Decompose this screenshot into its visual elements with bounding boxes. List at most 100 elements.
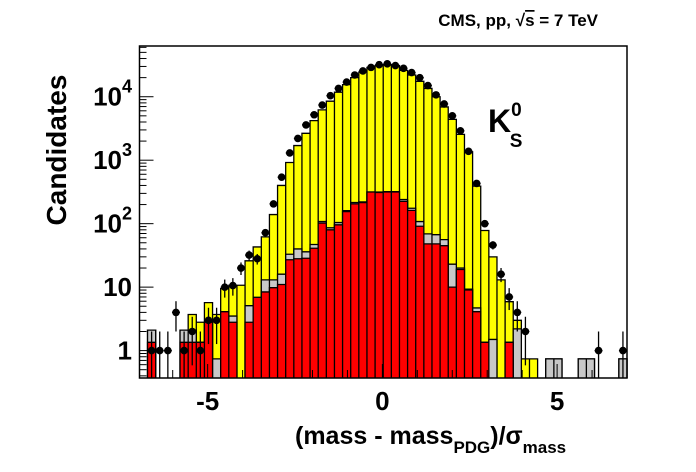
- data-point: [456, 127, 465, 135]
- data-point: [342, 78, 351, 86]
- bar-total: [521, 358, 530, 378]
- data-point: [334, 84, 343, 93]
- chart-title: CMS, pp, √s = 7 TeV: [438, 11, 598, 30]
- y-tick-label: 10: [103, 272, 132, 302]
- bar-total: [464, 151, 473, 378]
- data-point: [505, 293, 513, 301]
- data-point: [383, 60, 392, 68]
- bar-red: [253, 297, 262, 378]
- bar-red: [277, 284, 286, 378]
- data-point: [359, 67, 367, 75]
- bar-red: [415, 226, 424, 378]
- y-tick-label: 103: [93, 140, 132, 175]
- data-point: [261, 228, 270, 237]
- bar-total: [496, 279, 506, 378]
- data-point: [367, 63, 375, 72]
- particle-annotation: K0 S: [488, 100, 522, 152]
- data-point: [302, 121, 310, 129]
- bar-gray: [513, 328, 522, 378]
- bar-red: [204, 322, 213, 378]
- bar-red: [480, 342, 489, 378]
- bar-gray: [578, 358, 587, 378]
- data-point: [407, 68, 416, 77]
- bar-red: [505, 342, 514, 378]
- data-point: [220, 283, 229, 291]
- data-point: [204, 316, 213, 325]
- data-point: [513, 308, 522, 317]
- x-axis-label: (mass - massPDG)/σmass: [295, 422, 566, 457]
- data-point: [212, 316, 221, 325]
- bar-red: [269, 287, 278, 378]
- bar-total: [529, 358, 538, 378]
- data-point: [432, 91, 440, 99]
- bar-red: [358, 202, 367, 378]
- data-point: [188, 327, 197, 336]
- data-point: [391, 61, 400, 70]
- data-point: [472, 179, 481, 188]
- bar-gray: [553, 358, 562, 378]
- data-point: [310, 110, 318, 119]
- data-point: [415, 73, 424, 82]
- bar-gray: [488, 339, 497, 378]
- bar-red: [334, 224, 343, 378]
- x-tick-label: -5: [196, 386, 219, 416]
- x-tick-label: 5: [550, 386, 564, 416]
- data-point: [464, 147, 473, 156]
- data-point: [237, 264, 245, 272]
- axes: 1 10 102 103 104 -5 0 5: [93, 46, 593, 416]
- data-point: [448, 112, 457, 120]
- bar-total: [448, 119, 457, 378]
- data-point: [164, 346, 172, 355]
- bar-gray: [212, 358, 221, 378]
- bar-total: [505, 301, 514, 378]
- bar-total: [423, 88, 432, 378]
- histogram-layers: [146, 64, 628, 379]
- data-point: [489, 241, 497, 249]
- bar-gray: [586, 358, 595, 378]
- bar-total: [480, 230, 489, 378]
- data-point: [480, 219, 489, 228]
- bar-red: [293, 258, 302, 378]
- bar-gray: [545, 358, 554, 378]
- bar-red: [285, 259, 294, 378]
- data-point: [269, 200, 278, 208]
- data-point: [229, 281, 237, 290]
- bar-red: [464, 290, 473, 378]
- data-point: [294, 134, 302, 143]
- bar-total: [236, 285, 246, 378]
- plot-frame: [138, 45, 628, 379]
- bar-red: [440, 245, 449, 378]
- data-point: [277, 173, 286, 181]
- bar-red: [407, 210, 416, 378]
- bar-red: [350, 203, 359, 378]
- data-point: [245, 251, 253, 259]
- data-point: [399, 64, 408, 73]
- y-tick-label: 102: [93, 204, 132, 239]
- bar-red: [431, 243, 441, 378]
- bar-total: [212, 314, 221, 378]
- bar-red: [448, 287, 457, 378]
- bar-total: [456, 134, 465, 378]
- bar-red: [366, 192, 376, 378]
- bar-red: [456, 269, 465, 378]
- data-point: [180, 346, 188, 355]
- bar-red: [228, 322, 237, 378]
- bar-red: [310, 248, 319, 378]
- bar-red: [342, 211, 351, 378]
- data-point: [196, 346, 205, 355]
- data-point: [594, 346, 603, 355]
- bar-red: [472, 311, 481, 378]
- data-point: [172, 308, 180, 317]
- data-point: [326, 91, 335, 100]
- bar-red: [318, 223, 327, 378]
- data-point: [497, 270, 505, 278]
- data-point: [619, 346, 627, 355]
- data-point: [424, 81, 432, 90]
- bar-total: [472, 186, 481, 378]
- bar-red: [375, 192, 384, 378]
- bar-red: [399, 201, 408, 378]
- data-points: [147, 60, 627, 378]
- bar-red: [245, 322, 254, 378]
- y-tick-label: 1: [118, 336, 132, 366]
